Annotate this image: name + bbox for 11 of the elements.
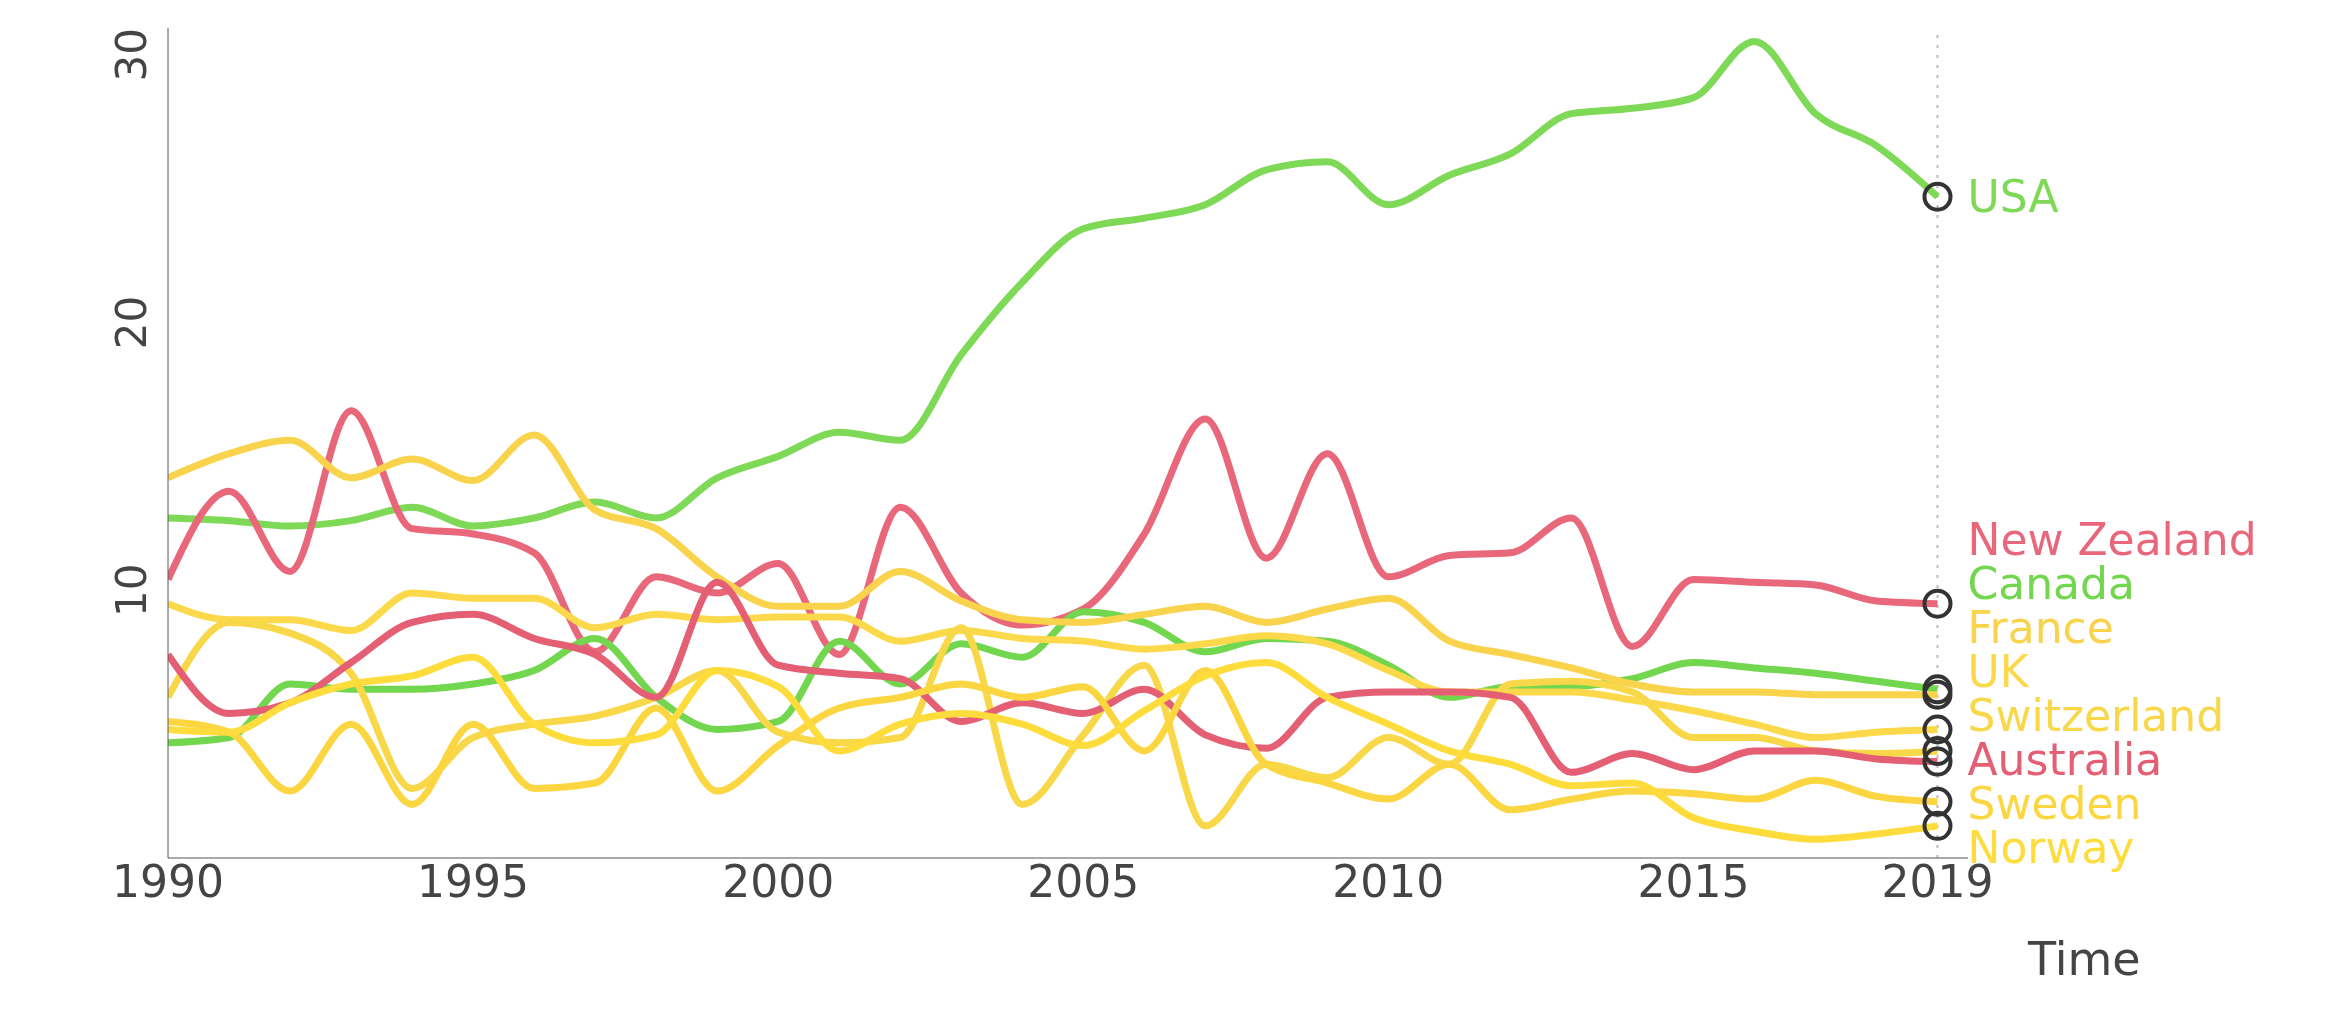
x-tick-label: 2010 [1332, 856, 1445, 908]
y-tick-label: 30 [107, 28, 156, 82]
x-tick-label: 1990 [112, 856, 224, 908]
y-tick-label: 20 [107, 295, 156, 350]
y-tick-label: 10 [107, 563, 156, 617]
x-tick-label: 2000 [722, 856, 835, 908]
x-tick-label: 1995 [417, 856, 530, 908]
x-tick-label: 2005 [1027, 856, 1140, 908]
series-label: USA [1967, 170, 2059, 223]
x-axis-title: Time [2028, 932, 2141, 986]
x-tick-label: 2015 [1637, 856, 1750, 908]
